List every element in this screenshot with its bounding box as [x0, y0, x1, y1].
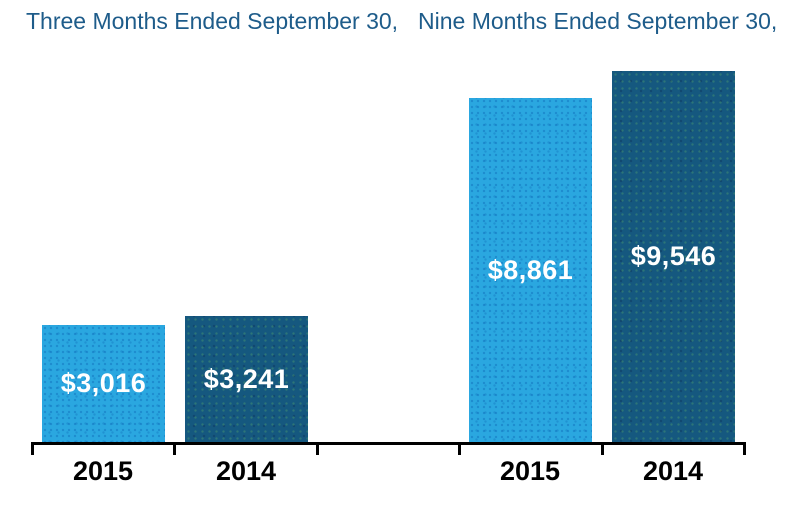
x-axis-label-nine-months-2015: 2015	[499, 455, 561, 486]
bar-nine-months-2014: $9,546	[612, 71, 735, 442]
axis-tick	[743, 442, 746, 455]
bar-value-label: $3,016	[60, 368, 147, 398]
axis-tick	[173, 442, 176, 455]
x-axis-label-nine-months-2014: 2014	[642, 455, 704, 486]
group-title-three-months: Three Months Ended September 30,	[26, 8, 399, 34]
bar-three-months-2015: $3,016	[42, 325, 165, 442]
axis-tick	[601, 442, 604, 455]
x-axis-label-three-months-2014: 2014	[215, 455, 277, 486]
x-axis-line	[32, 442, 745, 445]
group-title-nine-months: Nine Months Ended September 30,	[418, 8, 778, 34]
axis-tick	[316, 442, 319, 455]
bar-value-label: $8,861	[487, 254, 574, 285]
x-axis-label-three-months-2015: 2015	[72, 455, 134, 486]
axis-tick	[458, 442, 461, 455]
axis-tick	[31, 442, 34, 455]
bar-nine-months-2015: $8,861	[469, 98, 592, 442]
bar-three-months-2014: $3,241	[185, 316, 308, 442]
bar-value-label: $9,546	[630, 241, 717, 271]
bar-value-label: $3,241	[203, 363, 290, 394]
